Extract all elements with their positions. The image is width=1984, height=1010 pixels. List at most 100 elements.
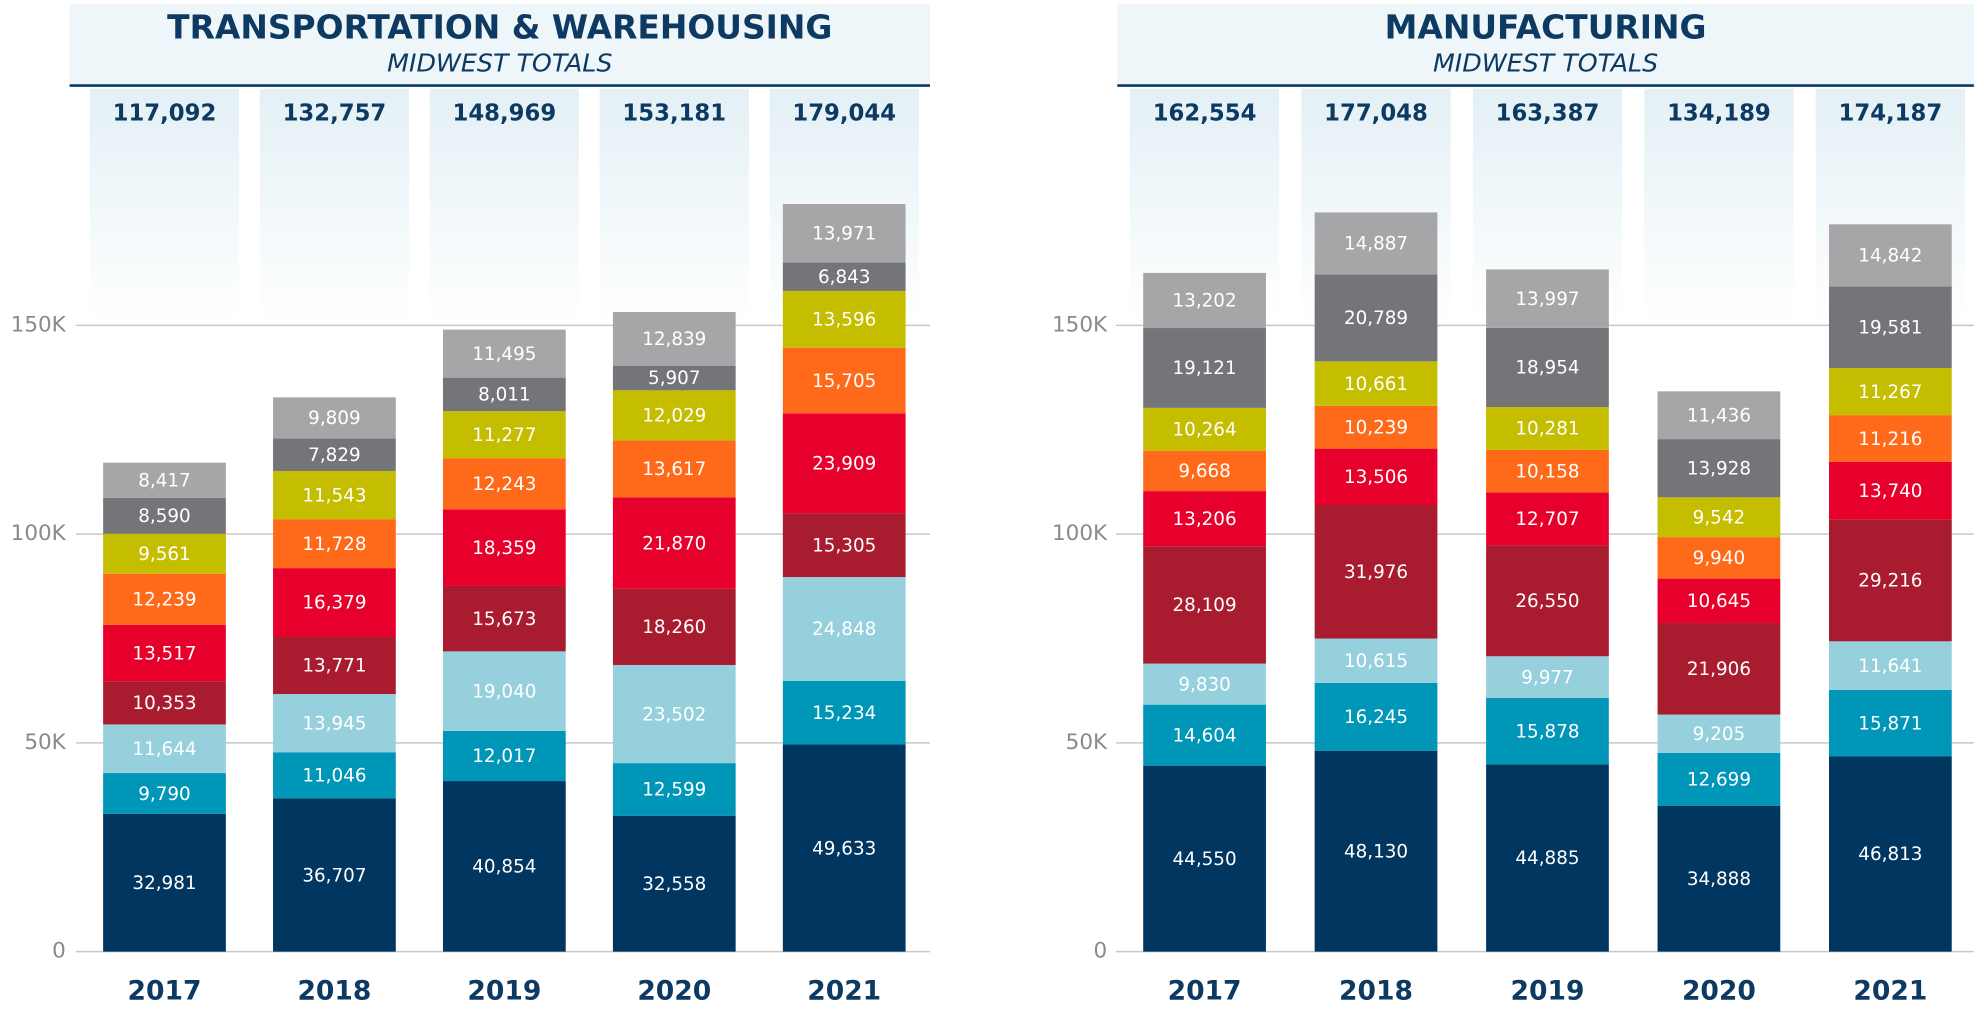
total-column <box>89 88 240 323</box>
bar-segment <box>1657 439 1781 498</box>
y-tick-label: 0 <box>52 939 66 964</box>
segment-label: 26,550 <box>1515 591 1579 612</box>
segment-label: 9,668 <box>1178 461 1230 482</box>
segment-label: 20,789 <box>1344 308 1408 329</box>
x-tick-label: 2019 <box>1511 976 1585 1007</box>
bar-segment <box>273 798 396 952</box>
total-label: 153,181 <box>622 101 726 127</box>
y-tick-label: 50K <box>24 730 66 755</box>
bar-segment <box>782 347 906 414</box>
segment-label: 12,243 <box>472 474 536 495</box>
header-bg <box>1117 3 1974 85</box>
segment-label: 9,830 <box>1178 674 1230 695</box>
bar-segment <box>273 694 396 753</box>
segment-label: 13,771 <box>302 656 366 677</box>
x-tick-label: 2021 <box>807 976 881 1007</box>
bar-segment <box>1657 537 1781 579</box>
segment-label: 12,707 <box>1515 509 1579 530</box>
segment-label: 11,267 <box>1858 382 1922 403</box>
bar-segment <box>1829 641 1952 690</box>
chart-subtitle: MIDWEST TOTALS <box>387 49 612 78</box>
segment-label: 14,887 <box>1344 234 1408 255</box>
bar-segment <box>103 497 226 534</box>
total-label: 179,044 <box>792 101 896 127</box>
bar-segment <box>782 680 906 745</box>
bar-segment <box>1829 286 1952 369</box>
segment-label: 48,130 <box>1344 841 1408 862</box>
bar-segment <box>442 411 566 459</box>
bar-segment <box>782 290 906 348</box>
segment-label: 36,707 <box>302 865 366 886</box>
bar-segment <box>782 577 906 681</box>
segment-label: 9,977 <box>1521 667 1573 688</box>
bar-segment <box>103 813 226 952</box>
bar-segment <box>442 458 566 510</box>
bar-segment <box>1314 638 1438 683</box>
bar-segment <box>1657 805 1781 952</box>
segment-label: 8,417 <box>138 471 190 492</box>
segment-label: 23,502 <box>642 704 706 725</box>
bar-segment <box>782 262 906 291</box>
bar-segment <box>273 568 396 637</box>
total-label: 132,757 <box>283 101 387 127</box>
total-label: 117,092 <box>113 101 217 127</box>
segment-label: 13,596 <box>812 310 876 331</box>
bar-segment <box>612 664 736 764</box>
bar-segment <box>273 470 396 520</box>
y-tick-label: 0 <box>1093 939 1107 964</box>
bar-segment <box>612 815 736 952</box>
segment-label: 5,907 <box>648 368 700 389</box>
total-label: 174,187 <box>1839 101 1943 127</box>
bar-segment <box>273 397 396 439</box>
segment-label: 32,558 <box>642 874 706 895</box>
segment-label: 15,871 <box>1858 713 1922 734</box>
bar-segment <box>612 497 736 589</box>
bar-segment <box>442 509 566 586</box>
chart-subtitle: MIDWEST TOTALS <box>1433 49 1658 78</box>
y-tick-label: 100K <box>11 521 67 546</box>
bar-segment <box>612 763 736 816</box>
bar-segment <box>442 585 566 652</box>
segment-label: 15,305 <box>812 535 876 556</box>
bar-segment <box>1486 449 1609 493</box>
segment-label: 11,046 <box>302 766 366 787</box>
bar-segment <box>1314 361 1438 406</box>
header-bg <box>69 3 930 85</box>
total-label: 148,969 <box>452 101 556 127</box>
segment-label: 9,790 <box>138 784 190 805</box>
bar-segment <box>1143 546 1266 664</box>
segment-label: 29,216 <box>1858 571 1922 592</box>
bar-segment <box>1829 224 1952 287</box>
segment-label: 11,644 <box>132 739 196 760</box>
bar-segment <box>1314 212 1438 275</box>
chart-title: MANUFACTURING <box>1385 8 1707 47</box>
bar-segment <box>612 588 736 665</box>
bar-segment <box>1657 752 1781 806</box>
bar-segment <box>1143 704 1266 766</box>
bar-segment <box>612 365 736 391</box>
bar-segment <box>442 730 566 782</box>
bar-segment <box>103 533 226 574</box>
bar-segment <box>442 781 566 952</box>
segment-label: 9,542 <box>1693 507 1745 528</box>
segment-label: 15,878 <box>1515 721 1579 742</box>
segment-label: 19,581 <box>1858 317 1922 338</box>
segment-label: 31,976 <box>1344 562 1408 583</box>
bar-segment <box>1657 714 1781 753</box>
segment-label: 13,206 <box>1173 509 1237 530</box>
bar-segment <box>103 573 226 625</box>
segment-label: 12,239 <box>132 589 196 610</box>
bar-segment <box>612 312 736 366</box>
segment-label: 34,888 <box>1687 869 1751 890</box>
bar-segment <box>103 724 226 774</box>
bar-segment <box>1486 697 1609 765</box>
segment-label: 14,842 <box>1858 246 1922 267</box>
segment-label: 12,699 <box>1687 770 1751 791</box>
segment-label: 19,121 <box>1173 358 1237 379</box>
segment-label: 44,885 <box>1515 848 1579 869</box>
segment-label: 12,029 <box>642 406 706 427</box>
segment-label: 9,561 <box>138 544 190 565</box>
segment-label: 10,239 <box>1344 418 1408 439</box>
segment-label: 7,829 <box>308 445 360 466</box>
y-tick-label: 100K <box>1052 521 1108 546</box>
